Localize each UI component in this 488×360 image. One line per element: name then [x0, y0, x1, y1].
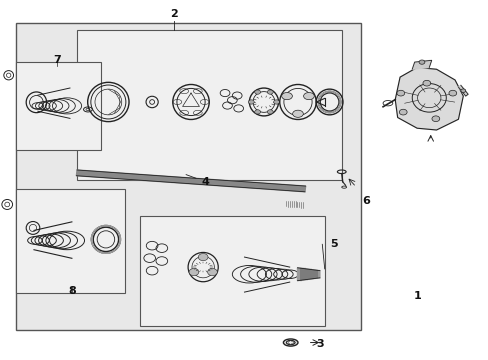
Ellipse shape: [281, 93, 292, 100]
Circle shape: [418, 60, 424, 64]
Circle shape: [267, 110, 273, 114]
Text: 3: 3: [315, 339, 323, 348]
Circle shape: [254, 90, 260, 94]
Polygon shape: [458, 85, 467, 96]
Bar: [77, 30, 341, 180]
Polygon shape: [297, 268, 319, 281]
Circle shape: [396, 90, 404, 96]
Polygon shape: [411, 60, 431, 69]
Circle shape: [189, 269, 198, 276]
Circle shape: [198, 253, 207, 261]
Text: 1: 1: [412, 291, 420, 301]
Bar: [16, 23, 361, 330]
Circle shape: [399, 109, 407, 115]
Text: 4: 4: [201, 177, 209, 187]
Bar: [16, 189, 125, 293]
Ellipse shape: [292, 110, 303, 117]
Polygon shape: [76, 170, 305, 192]
Text: 2: 2: [170, 9, 178, 19]
Text: 6: 6: [362, 197, 369, 206]
Circle shape: [254, 110, 260, 114]
Text: 7: 7: [53, 55, 61, 65]
Bar: [16, 62, 101, 150]
Ellipse shape: [283, 339, 297, 346]
Polygon shape: [394, 67, 462, 130]
Ellipse shape: [303, 93, 314, 100]
Circle shape: [207, 269, 217, 276]
Circle shape: [267, 90, 273, 94]
Bar: [140, 216, 324, 327]
Circle shape: [448, 90, 456, 96]
Text: 5: 5: [330, 239, 338, 249]
Ellipse shape: [286, 341, 294, 345]
Circle shape: [422, 80, 430, 86]
Circle shape: [273, 100, 279, 104]
Text: 8: 8: [68, 287, 76, 296]
Circle shape: [431, 116, 439, 122]
Circle shape: [460, 89, 465, 93]
Circle shape: [248, 100, 254, 104]
